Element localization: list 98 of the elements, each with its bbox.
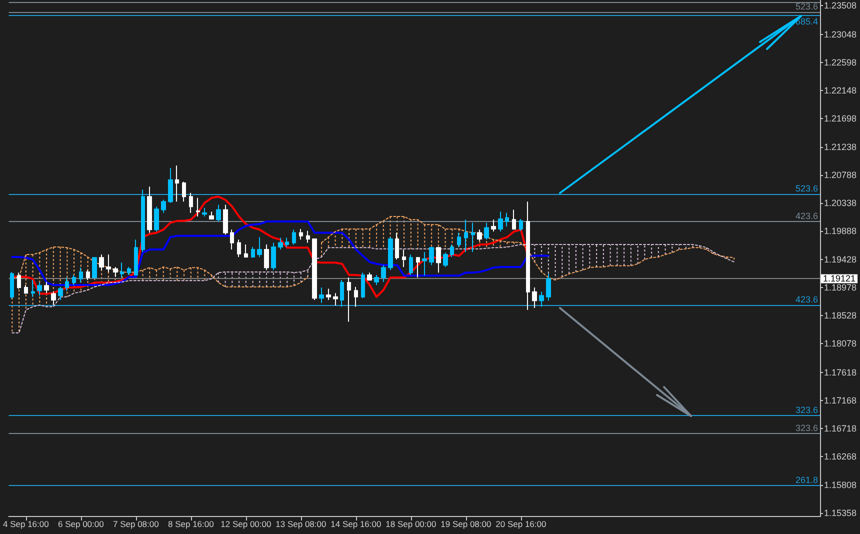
x-tick-label: 12 Sep 00:00: [220, 519, 272, 529]
annotation: 261.8: [795, 474, 818, 485]
candlestick: [271, 242, 276, 271]
y-tick-label: 1.16718: [824, 423, 857, 434]
candlestick: [333, 292, 338, 306]
line-series: [12, 244, 735, 334]
x-tick-label: 8 Sep 16:00: [168, 519, 214, 529]
x-tick-label: 13 Sep 08:00: [276, 519, 326, 529]
candlestick: [24, 284, 28, 294]
candlestick: [354, 286, 358, 308]
candlestick: [37, 282, 42, 296]
candlestick: [189, 192, 193, 214]
y-tick-label: 1.15808: [824, 480, 857, 490]
candlestick: [58, 286, 63, 300]
candlestick: [512, 209, 516, 230]
candlestick: [347, 277, 351, 322]
candlestick: [51, 291, 56, 306]
y-tick-label: 1.18528: [824, 310, 857, 321]
y-tick-label: 1.19888: [824, 226, 857, 236]
x-tick-label: 18 Sep 00:00: [386, 519, 436, 529]
candlestick: [491, 219, 496, 232]
candlestick: [312, 238, 317, 300]
candlestick: [374, 274, 379, 286]
y-tick-label: 1.20338: [824, 198, 857, 208]
candlestick: [230, 229, 234, 250]
y-tick-label: 1.18978: [824, 282, 857, 293]
candlestick: [443, 252, 448, 268]
candlestick: [319, 287, 324, 304]
candlestick: [505, 212, 509, 228]
candlestick: [381, 264, 386, 282]
candlestick: [299, 228, 303, 240]
y-tick-label: 1.18078: [824, 338, 857, 349]
candlestick: [196, 197, 200, 218]
candlestick: [44, 281, 49, 294]
candlestick: [340, 280, 344, 308]
candlestick: [498, 211, 503, 232]
candlestick: [257, 236, 262, 258]
candlestick: [237, 239, 241, 258]
candlestick: [464, 219, 468, 253]
candlestick: [416, 256, 420, 278]
x-tick-label: 19 Sep 08:00: [440, 519, 492, 529]
candlestick: [292, 229, 296, 246]
candlestick: [361, 272, 365, 299]
y-tick-label: 1.16268: [824, 451, 857, 462]
candlestick: [422, 252, 427, 276]
ref-line-label: 1.19121: [823, 274, 856, 284]
candlestick: [519, 218, 523, 232]
candlestick: [471, 222, 475, 253]
y-tick-label: 1.19428: [824, 254, 857, 265]
x-tick-label: 14 Sep 16:00: [330, 519, 382, 529]
candlestick: [285, 237, 289, 248]
candlestick: [264, 244, 269, 271]
x-tick-label: 20 Sep 16:00: [496, 519, 546, 529]
candlestick: [532, 287, 537, 309]
annotation: 423.6: [795, 294, 818, 304]
candlestick: [168, 168, 173, 204]
candlestick: [154, 206, 159, 232]
annotation: 323.6: [795, 423, 818, 434]
candlestick: [161, 199, 166, 214]
y-tick-label: 1.21698: [824, 113, 857, 124]
candlestick: [216, 204, 221, 222]
candlestick: [244, 244, 248, 258]
candlestick: [539, 291, 544, 308]
x-tick-label: 6 Sep 00:00: [58, 519, 104, 529]
y-tick-label: 1.15358: [824, 508, 857, 518]
y-tick-label: 1.22148: [824, 85, 857, 96]
candlestick: [202, 207, 207, 218]
candlestick: [409, 254, 413, 276]
line-series: [11, 196, 529, 298]
y-tick-label: 1.21238: [824, 142, 857, 152]
candlestick: [141, 189, 145, 253]
candlestick: [72, 274, 76, 286]
annotation: 423.6: [795, 211, 818, 222]
candlestick: [326, 288, 331, 300]
y-tick-label: 1.20788: [824, 170, 857, 180]
x-tick-label: 7 Sep 08:00: [112, 519, 160, 529]
x-tick-label: 4 Sep 16:00: [2, 519, 50, 529]
candlestick: [367, 272, 372, 282]
y-tick-label: 1.22598: [824, 57, 857, 68]
candlestick: [251, 246, 255, 258]
candlestick: [182, 181, 186, 202]
candlestick: [402, 249, 406, 268]
annotation: 523.6: [795, 184, 818, 194]
y-tick-label: 1.23048: [824, 29, 857, 40]
y-tick-label: 1.23508: [824, 0, 857, 11]
y-tick-label: 1.17618: [824, 367, 857, 378]
candlestick: [147, 186, 152, 234]
candlestick: [223, 204, 228, 236]
candlestick: [278, 237, 283, 250]
candlestick: [209, 211, 214, 220]
y-tick-label: 1.17168: [824, 395, 857, 406]
candlestick: [17, 272, 21, 290]
candlestick: [65, 277, 69, 292]
annotation: 323.6: [795, 405, 818, 416]
line-series: [11, 220, 550, 286]
candlestick: [175, 165, 179, 202]
candlestick: [306, 230, 310, 244]
annotation: 523.6: [795, 1, 818, 12]
